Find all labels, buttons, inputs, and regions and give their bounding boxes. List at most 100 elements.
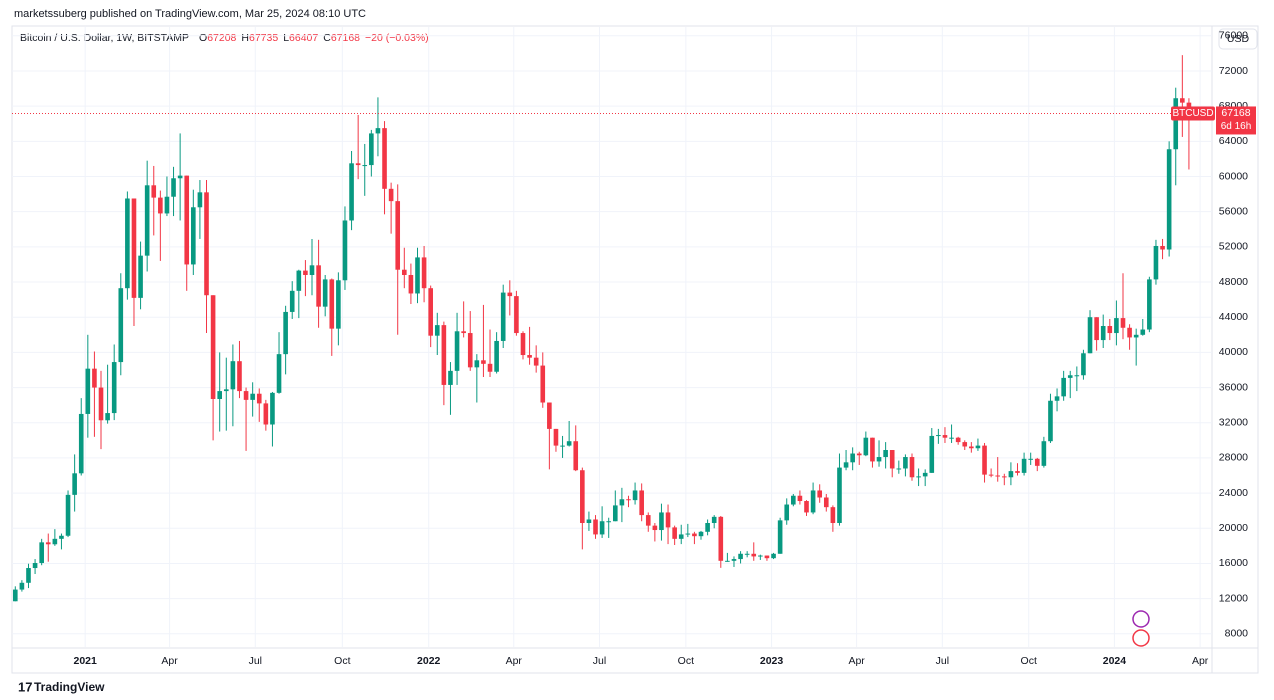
legend-text: Bitcoin / U.S. Dollar, 1W, BITSTAMP O6720… <box>20 32 429 44</box>
candle-body <box>507 292 513 297</box>
y-tick-label: 72000 <box>1219 65 1248 77</box>
x-tick-label: 2023 <box>760 655 784 667</box>
candle-body <box>223 389 229 392</box>
candle-body <box>329 279 335 329</box>
y-tick-label: 12000 <box>1219 592 1248 604</box>
y-tick-label: 24000 <box>1219 487 1248 499</box>
event-icon[interactable] <box>1132 610 1150 628</box>
x-tick-label: Oct <box>334 655 350 667</box>
candle-body <box>85 368 91 414</box>
candle-body <box>718 516 724 561</box>
candle-body <box>421 257 427 289</box>
candle-body <box>210 295 216 399</box>
candle-body <box>889 450 895 469</box>
candle-body <box>705 523 710 532</box>
y-tick-label: 28000 <box>1219 452 1248 464</box>
logo-mark: 17 <box>18 679 32 694</box>
candle-body <box>448 370 453 385</box>
price-symbol-box <box>1171 106 1215 121</box>
candle-body <box>672 527 677 539</box>
currency-label[interactable]: USD <box>1227 33 1250 45</box>
candle-body <box>995 475 1001 477</box>
candle-body <box>256 393 262 404</box>
candle-body <box>955 437 961 443</box>
price-value-box <box>1216 106 1256 135</box>
candle-body <box>1140 329 1146 335</box>
candle-body <box>896 468 902 470</box>
candle-body <box>1160 245 1165 250</box>
legend-change: −20 (−0.03%) <box>365 32 429 44</box>
candle-body <box>474 360 480 368</box>
candle-body <box>659 512 664 531</box>
candle-body <box>777 520 783 554</box>
candle-body <box>922 472 928 477</box>
price-symbol: BTCUSD <box>1172 108 1213 119</box>
candle-body <box>1107 326 1113 334</box>
flag-icon[interactable] <box>1132 629 1150 647</box>
y-tick-label: 20000 <box>1219 522 1248 534</box>
candle-body <box>26 568 31 583</box>
candle-body <box>586 519 592 523</box>
candle-body <box>817 490 822 498</box>
candle-body <box>856 453 862 456</box>
candle-body <box>916 476 921 478</box>
candle-body <box>850 453 855 463</box>
candle-body <box>276 354 282 393</box>
candle-body <box>487 363 493 372</box>
candle-body <box>12 589 18 602</box>
candle-body <box>639 490 644 516</box>
y-tick-label: 44000 <box>1219 311 1248 323</box>
candle-body <box>975 445 981 449</box>
candle-body <box>514 296 519 334</box>
x-tick-label: Oct <box>678 655 694 667</box>
y-tick-label: 56000 <box>1219 205 1248 217</box>
candle-body <box>645 515 651 526</box>
candle-body <box>144 185 150 256</box>
legend-ohlc-label: H <box>241 32 249 44</box>
candle-body <box>626 499 631 501</box>
candle-body <box>237 361 242 392</box>
legend-ohlc-label: O <box>199 32 207 44</box>
candle-body <box>204 192 209 296</box>
candle-body <box>1002 476 1007 478</box>
candle-body <box>461 331 466 334</box>
candle-body <box>217 391 222 399</box>
candle-body <box>612 505 618 522</box>
candle-body <box>711 516 717 523</box>
plot: 8000 12000 16000 20000 24000 28000 32000 36000 4… <box>12 27 1256 667</box>
price-value: 67168 <box>1221 107 1250 119</box>
legend-ohlc-value: 67168 <box>331 32 360 44</box>
candle-body <box>369 133 374 166</box>
candle-body <box>151 185 157 198</box>
legend-ohlc-label: L <box>283 32 289 44</box>
candle-body <box>1015 471 1020 473</box>
candle-body <box>434 325 440 336</box>
candle-body <box>1048 400 1053 442</box>
candle-body <box>685 533 691 535</box>
candle-body <box>243 391 249 400</box>
candle-body <box>540 365 546 403</box>
candle-body <box>19 582 25 590</box>
currency-button[interactable] <box>1218 28 1258 50</box>
candle-body <box>791 495 796 505</box>
candle-body <box>527 355 532 358</box>
candle-body <box>632 490 638 501</box>
candle-body <box>1114 318 1119 334</box>
candle-body <box>355 163 361 166</box>
legend-symbol: Bitcoin / U.S. Dollar, 1W, BITSTAMP <box>20 32 189 44</box>
x-tick-label: Apr <box>161 655 178 667</box>
candle-body <box>566 441 572 446</box>
candle-body <box>98 387 104 421</box>
candle-body <box>764 555 770 559</box>
candle-body <box>72 473 77 495</box>
candle-body <box>263 403 269 425</box>
candle-body <box>177 175 183 179</box>
candle-body <box>1100 326 1106 341</box>
candle-body <box>962 442 968 447</box>
x-tick-label: 2024 <box>1103 655 1127 667</box>
legend-ohlc-label: C <box>323 32 331 44</box>
legend-ohlc-value: 67735 <box>249 32 278 44</box>
candle-body <box>1166 149 1172 250</box>
candle-body <box>1133 334 1139 338</box>
